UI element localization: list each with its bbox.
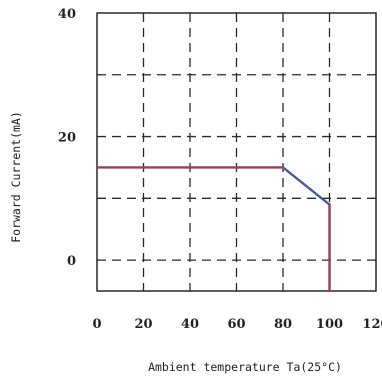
y-tick-label: 0	[67, 254, 76, 269]
x-tick-label: 60	[227, 317, 245, 332]
series-segment	[281, 166, 331, 206]
x-tick-label: 100	[316, 317, 343, 332]
x-tick-label: 20	[134, 317, 152, 332]
x-tick-labels: 0 20 40 60 80 100 120	[92, 317, 382, 332]
x-tick-label: 80	[274, 317, 292, 332]
x-tick-label: 0	[92, 317, 101, 332]
y-axis-label: Forward Current(mA)	[9, 111, 23, 243]
x-tick-label: 40	[181, 317, 199, 332]
y-tick-labels: 0 20 40	[58, 7, 76, 269]
plot-frame	[96, 12, 377, 292]
x-axis-label: Ambient temperature Ta(25°C)	[148, 360, 342, 374]
y-tick-label: 20	[58, 131, 76, 146]
y-tick-label: 40	[58, 7, 76, 22]
series-layer	[95, 166, 331, 293]
x-tick-label: 120	[362, 317, 382, 332]
grid	[97, 13, 376, 291]
